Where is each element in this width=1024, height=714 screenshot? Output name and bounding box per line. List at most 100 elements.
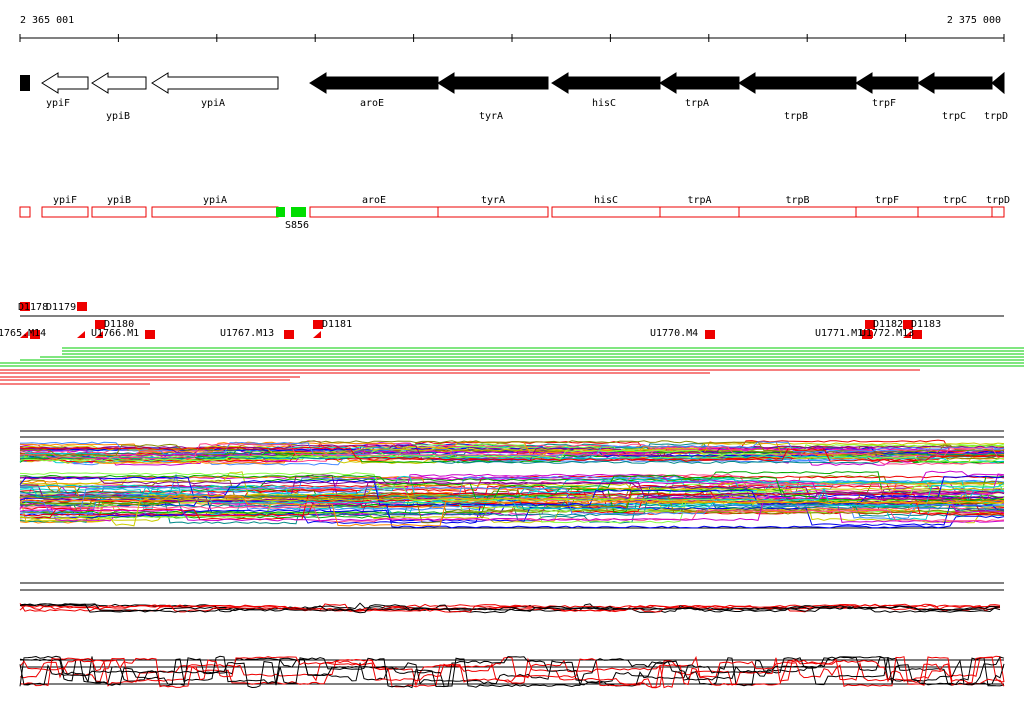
trace bbox=[19, 482, 1005, 510]
gene-label: trpD bbox=[984, 111, 1008, 122]
marker-flag bbox=[313, 331, 321, 338]
marker-flag bbox=[705, 331, 713, 338]
feature-box bbox=[991, 206, 1005, 218]
trace bbox=[19, 496, 1005, 522]
trace bbox=[19, 443, 1005, 460]
marker-label: U1767.M13 bbox=[220, 328, 274, 339]
feature-label: trpA bbox=[687, 195, 711, 206]
feature-box bbox=[41, 206, 89, 218]
feature-box bbox=[855, 206, 919, 218]
marker bbox=[95, 320, 105, 329]
feature-label: trpB bbox=[785, 195, 809, 206]
marker-label: U1771.M1 bbox=[815, 328, 863, 339]
feature-box bbox=[917, 206, 993, 218]
gene-arrow bbox=[991, 71, 1005, 95]
trace bbox=[19, 440, 1004, 457]
trace bbox=[19, 492, 1005, 524]
trace bbox=[19, 476, 1005, 500]
gene-label: aroE bbox=[360, 98, 384, 109]
marker-label: U1765.M14 bbox=[0, 328, 46, 339]
feature-box bbox=[738, 206, 857, 218]
feature-box bbox=[309, 206, 439, 218]
marker-label: U1766.M1 bbox=[91, 328, 139, 339]
marker-label: U1772.M13 bbox=[860, 328, 914, 339]
feature-box bbox=[151, 206, 279, 218]
trace bbox=[19, 475, 1005, 494]
marker-label: D1179 bbox=[46, 302, 76, 313]
feature-label: tyrA bbox=[481, 195, 505, 206]
trace bbox=[19, 473, 1005, 505]
gene-arrow bbox=[917, 72, 993, 94]
score-trace bbox=[19, 655, 1005, 689]
feature-label: hisC bbox=[594, 195, 618, 206]
feature-label: trpF bbox=[875, 195, 899, 206]
marker bbox=[77, 302, 87, 311]
gene-arrow bbox=[738, 72, 857, 94]
score-trace bbox=[19, 656, 1005, 689]
score-trace bbox=[19, 603, 1001, 614]
feature-label: aroE bbox=[362, 195, 386, 206]
gene-arrow bbox=[41, 72, 89, 94]
trace bbox=[19, 486, 1005, 516]
gene-label: hisC bbox=[592, 98, 616, 109]
segment-label: S856 bbox=[285, 220, 309, 231]
marker-label: D1181 bbox=[322, 319, 352, 330]
feature-box bbox=[91, 206, 147, 218]
score-trace bbox=[19, 656, 1005, 689]
marker-flag bbox=[20, 331, 28, 338]
marker-flag bbox=[145, 331, 153, 338]
marker bbox=[903, 320, 913, 329]
feature-box bbox=[19, 206, 31, 218]
gene-label: ypiB bbox=[106, 111, 130, 122]
gene-arrow bbox=[437, 72, 549, 94]
marker bbox=[865, 320, 875, 329]
gene-label: trpC bbox=[942, 111, 966, 122]
marker-label: D1180 bbox=[104, 319, 134, 330]
gene-label: ypiF bbox=[46, 98, 70, 109]
trace bbox=[19, 485, 1005, 517]
ruler-end: 2 375 000 bbox=[947, 15, 1001, 26]
trace bbox=[19, 505, 1005, 523]
gene-label: tyrA bbox=[479, 111, 503, 122]
segment-box bbox=[276, 207, 285, 217]
feature-label: ypiA bbox=[203, 195, 227, 206]
marker-label: U1770.M4 bbox=[650, 328, 698, 339]
gene-arrow bbox=[309, 72, 439, 94]
score-trace bbox=[19, 655, 1005, 687]
trace bbox=[19, 452, 1005, 464]
trace bbox=[20, 441, 1005, 457]
trace bbox=[19, 444, 1004, 459]
marker bbox=[20, 302, 30, 311]
gene-block bbox=[20, 75, 30, 91]
marker-flag bbox=[30, 331, 38, 338]
feature-label: trpD bbox=[986, 195, 1010, 206]
feature-label: trpC bbox=[943, 195, 967, 206]
score-trace bbox=[19, 656, 1005, 687]
gene-arrow bbox=[659, 72, 740, 94]
trace bbox=[19, 475, 1005, 507]
feature-box bbox=[659, 206, 740, 218]
trace bbox=[19, 442, 1005, 454]
gene-label: trpA bbox=[685, 98, 709, 109]
trace bbox=[19, 444, 1005, 458]
segment-box bbox=[291, 207, 306, 217]
trace bbox=[19, 447, 1005, 462]
feature-box bbox=[437, 206, 549, 218]
gene-label: trpF bbox=[872, 98, 896, 109]
marker-label: D1183 bbox=[911, 319, 941, 330]
gene-label: ypiA bbox=[201, 98, 225, 109]
marker-label: D1178 bbox=[18, 302, 48, 313]
marker-flag bbox=[903, 331, 911, 338]
gene-label: trpB bbox=[784, 111, 808, 122]
score-trace bbox=[19, 603, 1001, 613]
trace bbox=[19, 446, 1005, 462]
gene-arrow bbox=[855, 72, 919, 94]
feature-label: ypiB bbox=[107, 195, 131, 206]
trace bbox=[19, 494, 1005, 527]
gene-arrow bbox=[551, 72, 661, 94]
trace bbox=[19, 449, 1005, 463]
feature-box bbox=[551, 206, 661, 218]
marker-flag bbox=[912, 331, 920, 338]
marker-label: D1182 bbox=[873, 319, 903, 330]
